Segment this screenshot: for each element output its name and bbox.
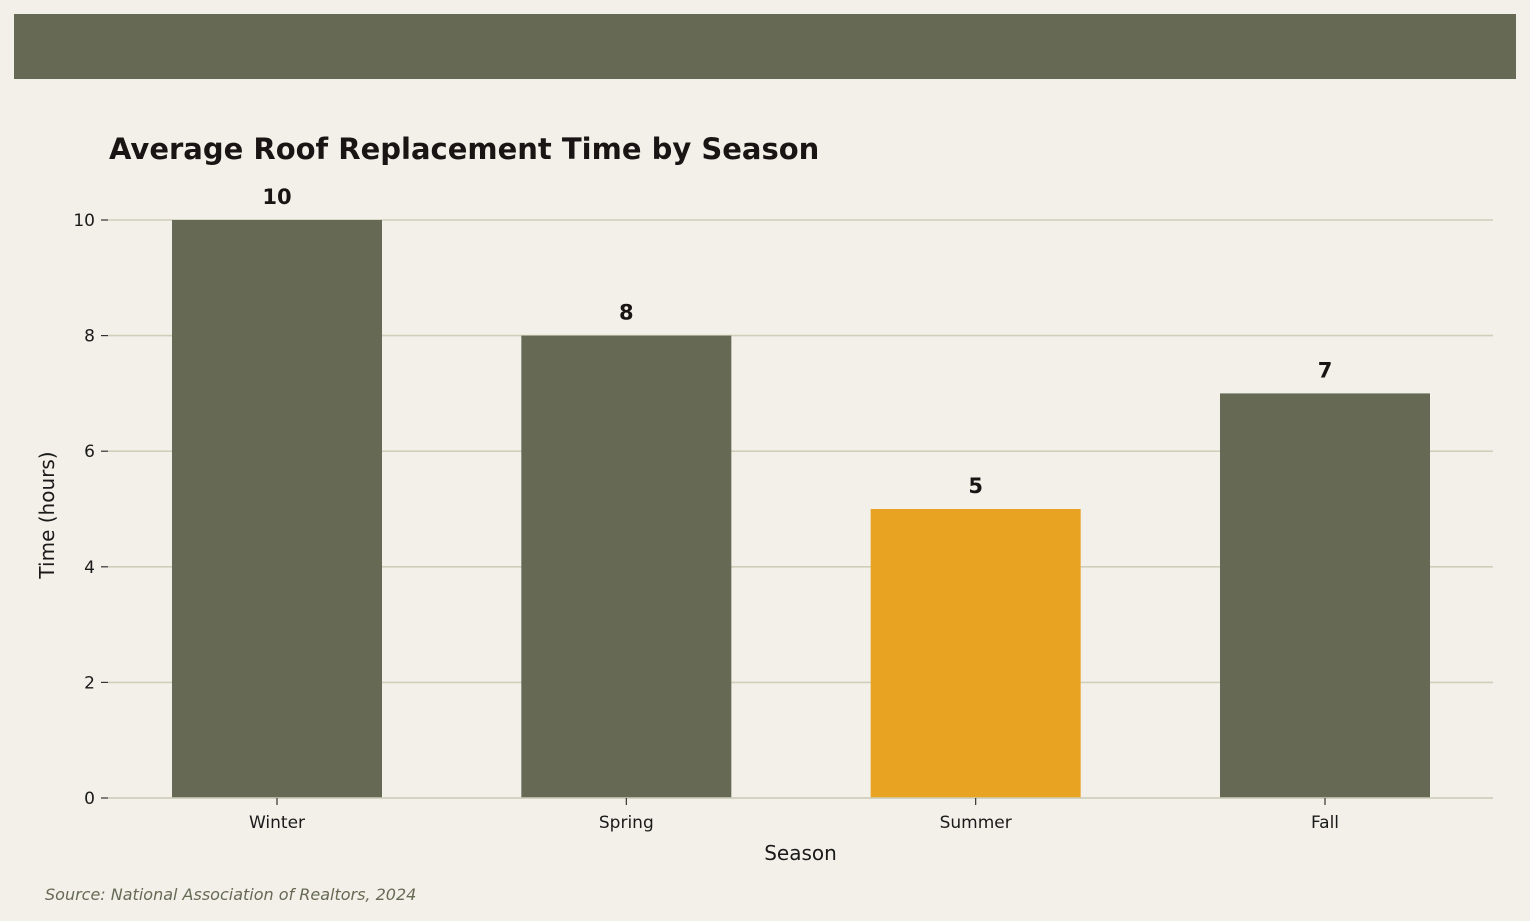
x-tick-label: Fall: [1311, 813, 1339, 833]
x-tick-label: Spring: [599, 813, 654, 833]
bar-fall: [1220, 393, 1430, 798]
bar-value-label: 10: [262, 185, 291, 209]
x-axis-label: Season: [764, 841, 837, 865]
y-tick-label: 2: [84, 673, 95, 693]
header-band: [14, 14, 1516, 79]
bar-spring: [521, 335, 732, 798]
y-axis-ticks: 0 2 4 6 8 10: [73, 211, 108, 809]
bar-value-label: 8: [619, 301, 634, 325]
y-tick-label: 4: [84, 558, 95, 578]
y-tick-label: 10: [73, 211, 95, 231]
bar-value-labels: 10 8 5 7: [262, 185, 1332, 498]
bars: [108, 220, 1493, 799]
x-tick-label: Summer: [940, 813, 1012, 833]
bar-value-label: 5: [968, 474, 983, 498]
bar-winter: [172, 220, 382, 798]
y-tick-label: 6: [84, 442, 95, 462]
x-axis-ticks: Winter Spring Summer Fall: [249, 798, 1339, 833]
chart-title: Average Roof Replacement Time by Season: [109, 132, 820, 166]
bar-value-label: 7: [1318, 358, 1333, 382]
source-note: Source: National Association of Realtors…: [45, 885, 417, 904]
y-tick-label: 8: [84, 327, 95, 347]
bar-summer: [870, 509, 1081, 798]
y-axis-label: Time (hours): [35, 451, 59, 579]
x-tick-label: Winter: [249, 813, 305, 833]
y-tick-label: 0: [84, 789, 95, 809]
